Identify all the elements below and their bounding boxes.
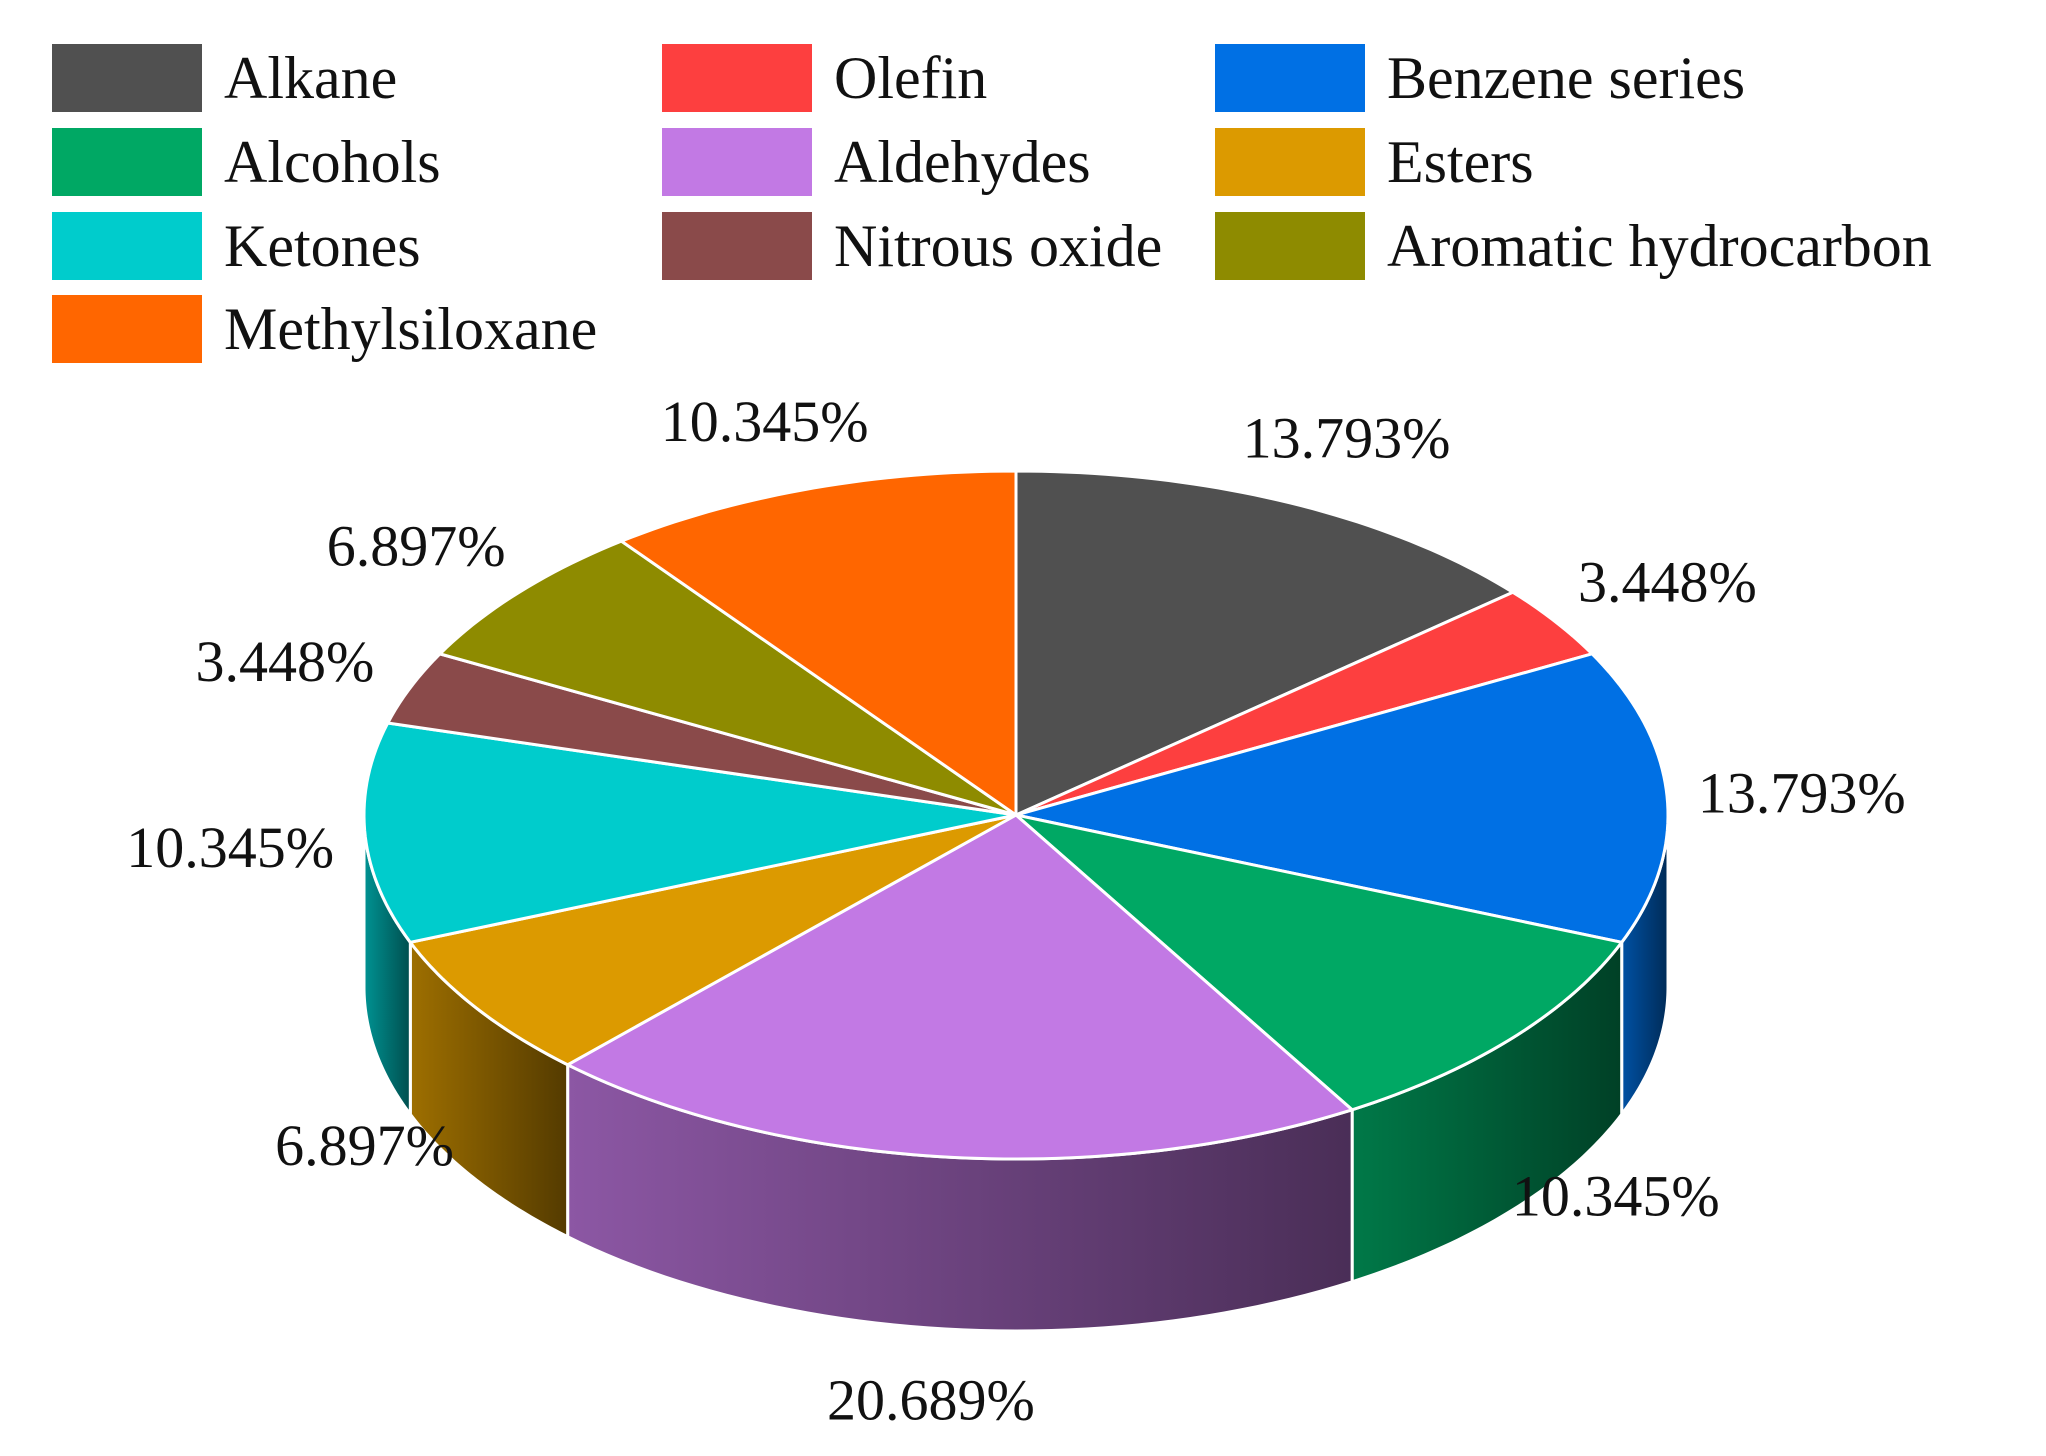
legend-swatch-esters — [1215, 128, 1365, 196]
legend-item-nitrous-oxide: Nitrous oxide — [662, 212, 1162, 280]
data-label-methylsiloxane: 10.345% — [661, 389, 869, 454]
legend-item-ketones: Ketones — [52, 212, 421, 280]
legend: Alkane Olefin Benzene series Alcohols Aldehy… — [52, 44, 1932, 363]
pie-top — [362, 469, 1670, 1161]
pie-slice-aldehydes — [566, 813, 1354, 1161]
data-label-ketones: 10.345% — [126, 815, 334, 880]
pie-slice-alcohols — [1014, 813, 1624, 1112]
legend-swatch-aromatic-hydrocarbon — [1215, 212, 1365, 280]
legend-item-methylsiloxane: Methylsiloxane — [52, 295, 597, 363]
data-label-alcohols: 10.345% — [1512, 1164, 1720, 1229]
legend-swatch-benzene-series — [1215, 44, 1365, 112]
pie-slice-olefin — [1014, 590, 1594, 817]
data-label-aldehydes: 20.689% — [827, 1368, 1035, 1433]
legend-item-aldehydes: Aldehydes — [662, 128, 1091, 196]
pie-slice-alkane — [1014, 469, 1515, 817]
pie-slice-ketones — [362, 721, 1018, 944]
pie-slice-methylsiloxane — [619, 469, 1018, 817]
legend-label-aldehydes: Aldehydes — [834, 129, 1091, 195]
pie-slice-esters — [408, 813, 1018, 1067]
legend-label-alcohols: Alcohols — [224, 129, 441, 195]
data-label-olefin: 3.448% — [1578, 550, 1757, 615]
legend-swatch-alkane — [52, 44, 202, 112]
legend-swatch-olefin — [662, 44, 812, 112]
data-label-esters: 6.897% — [275, 1113, 454, 1178]
legend-item-alkane: Alkane — [52, 44, 397, 112]
data-label-alkane: 13.793% — [1243, 405, 1451, 470]
legend-item-esters: Esters — [1215, 128, 1534, 196]
data-label-benzene-series: 13.793% — [1698, 761, 1906, 826]
legend-item-olefin: Olefin — [662, 44, 987, 112]
legend-label-benzene-series: Benzene series — [1387, 45, 1745, 111]
pie-slice-benzene-series — [1014, 652, 1670, 944]
legend-item-aromatic-hydrocarbon: Aromatic hydrocarbon — [1215, 212, 1932, 280]
pie-slice-aromatic-hydrocarbon — [438, 539, 1018, 817]
data-labels: 13.793% 3.448% 13.793% 10.345% 20.689% 6.897%… — [126, 389, 1905, 1433]
legend-label-aromatic-hydrocarbon: Aromatic hydrocarbon — [1387, 213, 1932, 279]
legend-label-alkane: Alkane — [224, 45, 397, 111]
legend-swatch-alcohols — [52, 128, 202, 196]
pie-slice-nitrous-oxide — [386, 652, 1018, 817]
legend-label-esters: Esters — [1387, 129, 1534, 195]
data-label-nitrous-oxide: 3.448% — [195, 629, 374, 694]
legend-swatch-methylsiloxane — [52, 295, 202, 363]
legend-item-benzene-series: Benzene series — [1215, 44, 1745, 112]
legend-label-olefin: Olefin — [834, 45, 987, 111]
legend-swatch-ketones — [52, 212, 202, 280]
data-label-aromatic-hydrocarbon: 6.897% — [327, 514, 506, 579]
legend-label-nitrous-oxide: Nitrous oxide — [834, 213, 1162, 279]
legend-item-alcohols: Alcohols — [52, 128, 441, 196]
legend-swatch-aldehydes — [662, 128, 812, 196]
legend-swatch-nitrous-oxide — [662, 212, 812, 280]
legend-label-methylsiloxane: Methylsiloxane — [224, 296, 597, 362]
legend-label-ketones: Ketones — [224, 213, 421, 279]
